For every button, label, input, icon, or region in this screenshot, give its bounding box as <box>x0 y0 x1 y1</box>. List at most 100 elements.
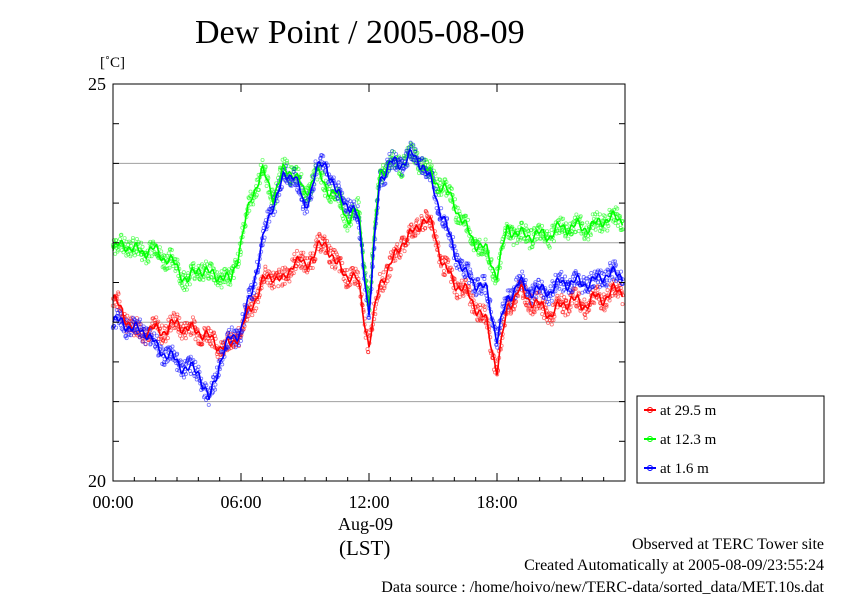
data-point <box>400 166 405 171</box>
data-point <box>605 288 610 293</box>
data-point <box>181 324 186 329</box>
data-point <box>175 351 180 356</box>
data-point <box>603 214 608 219</box>
data-point <box>116 315 121 320</box>
data-point <box>336 183 341 188</box>
data-point <box>132 253 137 258</box>
data-point <box>409 222 414 227</box>
data-point <box>226 282 231 287</box>
data-point <box>325 239 330 244</box>
grid-lines <box>113 162 625 403</box>
series-line <box>112 148 624 400</box>
data-point <box>136 240 141 245</box>
data-scatter-points <box>110 140 625 407</box>
data-point <box>515 241 520 246</box>
data-point <box>387 166 392 171</box>
data-point <box>162 362 167 367</box>
data-point <box>412 158 417 163</box>
data-point <box>620 302 625 307</box>
data-point <box>439 206 444 211</box>
data-point <box>287 279 292 284</box>
data-point <box>231 276 236 281</box>
data-point <box>165 266 170 271</box>
data-point <box>594 210 599 215</box>
data-point <box>423 226 428 231</box>
data-point <box>251 202 256 207</box>
data-point <box>453 197 458 202</box>
data-point <box>175 368 180 373</box>
data-point <box>340 261 345 266</box>
data-point <box>453 262 458 267</box>
data-point <box>444 180 449 185</box>
data-point <box>468 267 473 272</box>
data-point <box>167 265 172 270</box>
data-point <box>247 290 252 295</box>
data-point <box>541 295 546 300</box>
data-point <box>521 273 526 278</box>
data-point <box>348 282 353 287</box>
data-point <box>318 233 323 238</box>
data-point <box>303 256 308 261</box>
data-point <box>523 278 528 283</box>
footer-created: Created Automatically at 2005-08-09/23:5… <box>524 557 824 574</box>
data-point <box>424 210 429 215</box>
data-point <box>320 160 325 165</box>
y-tick-label: 20 <box>88 471 106 491</box>
data-point <box>228 282 233 287</box>
data-point <box>410 229 415 234</box>
data-point <box>565 312 570 317</box>
data-point <box>249 301 254 306</box>
data-point <box>483 247 488 252</box>
x-tick-label: 12:00 <box>348 492 389 512</box>
data-point <box>389 267 394 272</box>
data-point <box>469 271 474 276</box>
data-point <box>548 284 553 289</box>
data-point <box>134 236 139 241</box>
data-point <box>559 299 564 304</box>
data-point <box>589 271 594 276</box>
data-point <box>534 295 539 300</box>
data-point <box>390 149 395 154</box>
data-point <box>387 151 392 156</box>
data-point <box>229 325 234 330</box>
data-point <box>289 183 294 188</box>
data-point <box>308 251 313 256</box>
series-line <box>112 148 624 308</box>
data-point <box>613 259 618 264</box>
data-point <box>191 263 196 268</box>
data-point <box>113 251 118 256</box>
chart-title: Dew Point / 2005-08-09 <box>195 14 525 51</box>
data-point <box>129 243 134 248</box>
data-point <box>570 274 575 279</box>
data-point <box>140 339 145 344</box>
data-point <box>422 158 427 163</box>
x-axis-timezone-label: (LST) <box>339 536 391 560</box>
data-point <box>130 235 135 240</box>
legend-label: at 1.6 m <box>660 461 709 477</box>
data-point <box>394 167 399 172</box>
data-point <box>182 375 187 380</box>
data-point <box>313 159 318 164</box>
data-point <box>455 252 460 257</box>
data-point <box>322 193 327 198</box>
data-point <box>225 278 230 283</box>
data-point <box>540 312 545 317</box>
data-point <box>310 265 315 270</box>
data-point <box>520 269 525 274</box>
data-point <box>567 309 572 314</box>
data-point <box>179 373 184 378</box>
data-point <box>202 393 207 398</box>
data-point <box>613 262 618 267</box>
data-point <box>208 329 213 334</box>
data-point <box>592 301 597 306</box>
data-point <box>399 172 404 177</box>
data-point <box>162 253 167 258</box>
data-point <box>536 277 541 282</box>
data-point <box>557 286 562 291</box>
data-point <box>590 284 595 289</box>
data-point <box>615 206 620 211</box>
data-point <box>543 299 548 304</box>
data-point <box>206 326 211 331</box>
data-point <box>389 250 394 255</box>
data-point <box>181 270 186 275</box>
